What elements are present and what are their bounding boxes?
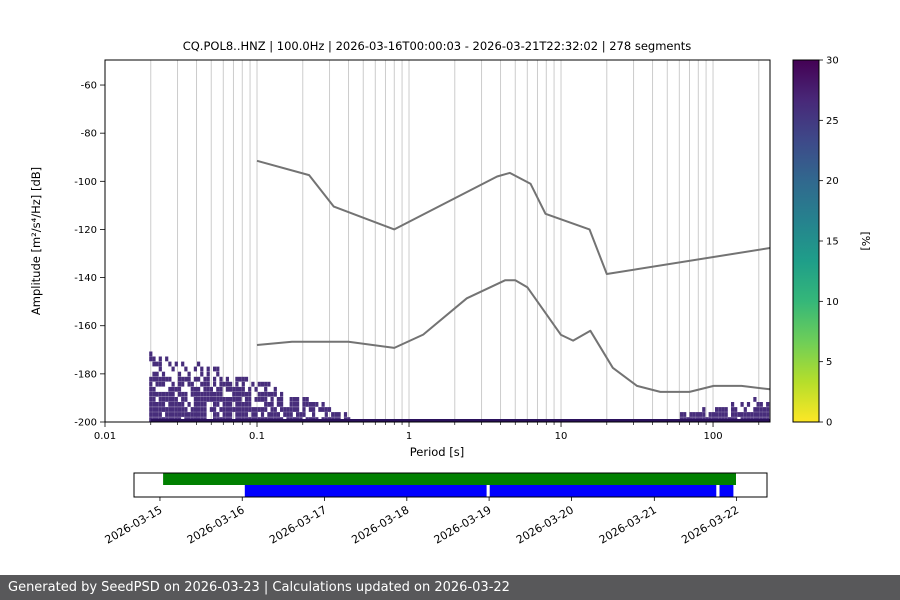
timeline-date-label: 2026-03-17 — [267, 503, 329, 546]
y-tick-label: -160 — [74, 321, 97, 332]
timeline-date-label: 2026-03-19 — [432, 503, 494, 546]
data-availability-segment — [163, 473, 737, 485]
colorbar-label: [%] — [859, 231, 872, 250]
colorbar-tick-label: 25 — [826, 116, 839, 127]
colorbar-tick-label: 5 — [826, 357, 832, 368]
colorbar-tick-label: 20 — [826, 176, 839, 187]
low-noise-model-curve — [256, 279, 771, 393]
plot-axes: 0.01 0.1 1 10 100 -60 -80 -100 -120 -140 -160 -180 -… — [74, 59, 771, 442]
x-gridlines — [150, 60, 760, 422]
y-tick-label: -60 — [81, 81, 97, 92]
x-axis-label: Period [s] — [410, 445, 464, 459]
x-tick-label: 10 — [555, 431, 568, 442]
noise-model-curves — [256, 159, 771, 393]
colorbar-tick-label: 10 — [826, 297, 839, 308]
y-tick-label: -120 — [74, 225, 97, 236]
x-tick-label: 1 — [406, 431, 412, 442]
y-tick-label: -180 — [74, 369, 97, 380]
timeline-date-label: 2026-03-22 — [679, 503, 741, 546]
plot-title: CQ.POL8..HNZ | 100.0Hz | 2026-03-16T00:0… — [183, 39, 692, 53]
colorbar: 0 5 10 15 20 25 30 — [792, 56, 839, 429]
timeline-date-label: 2026-03-18 — [349, 503, 411, 546]
timeline-date-label: 2026-03-16 — [185, 503, 247, 546]
psd-histogram — [149, 351, 771, 422]
timeline-date-label: 2026-03-20 — [514, 503, 576, 546]
colorbar-tick-label: 0 — [826, 418, 832, 429]
x-tick-label: 0.01 — [94, 431, 116, 442]
ppsd-chart: 0.01 0.1 1 10 100-60-80-100-120-140-160-180-… — [29, 39, 872, 547]
footer-status-bar: Generated by SeedPSD on 2026-03-23 | Cal… — [0, 575, 900, 600]
coverage-timeline: 2026-03-15 2026-03-16 2026-03-17 2026-03-18… — [103, 472, 768, 547]
y-tick-label: -140 — [74, 273, 97, 284]
y-axis-label: Amplitude [m²/s⁴/Hz] [dB] — [29, 167, 43, 315]
y-tick-label: -200 — [74, 418, 97, 429]
high-noise-model-curve — [256, 159, 771, 275]
psd-coverage-segment — [489, 485, 717, 497]
y-tick-label: -100 — [74, 177, 97, 188]
psd-coverage-segment — [244, 485, 487, 497]
timeline-date-label: 2026-03-15 — [103, 503, 165, 546]
y-tick-label: -80 — [81, 129, 97, 140]
psd-coverage-segment — [719, 485, 734, 497]
timeline-date-label: 2026-03-21 — [597, 503, 659, 546]
psd-floor-band — [150, 419, 771, 422]
colorbar-tick-label: 15 — [826, 237, 839, 248]
x-tick-label: 0.1 — [249, 431, 265, 442]
colorbar-tick-label: 30 — [826, 56, 839, 67]
x-tick-label: 100 — [703, 431, 722, 442]
footer-text: Generated by SeedPSD on 2026-03-23 | Cal… — [8, 580, 510, 595]
